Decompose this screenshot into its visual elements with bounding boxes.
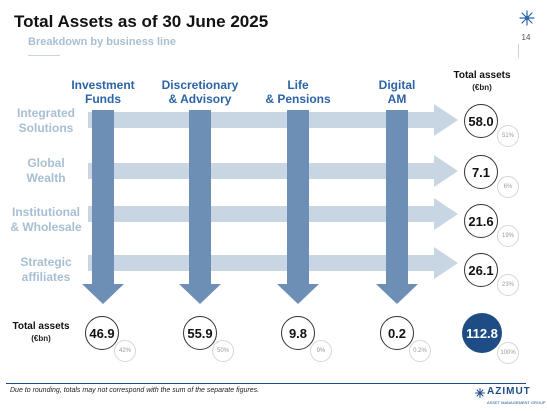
- row-label-strategic-affiliates: Strategic affiliates: [2, 255, 90, 285]
- row-share-global-wealth: 6%: [497, 176, 519, 198]
- compass-star-icon: [519, 10, 535, 26]
- row-share-institutional-wholesale: 19%: [497, 225, 519, 247]
- column-share-investment-funds: 42%: [114, 340, 136, 362]
- column-header-line: Investment: [71, 78, 135, 92]
- row-label-line: Institutional: [12, 205, 80, 219]
- column-total-digital-am: 0.2: [380, 316, 414, 350]
- column-arrow-life-pensions: [277, 110, 319, 304]
- column-header-life-pensions: Life & Pensions: [258, 78, 338, 106]
- row-arrow-strategic-affiliates: [88, 247, 458, 279]
- column-share-discretionary-advisory: 50%: [212, 340, 234, 362]
- row-arrow-institutional-wholesale: [88, 198, 458, 230]
- row-label-line: Strategic: [20, 255, 72, 269]
- column-share-life-pensions: 9%: [310, 340, 332, 362]
- row-total-integrated-solutions: 58.0: [464, 104, 498, 138]
- column-share-digital-am: 0.2%: [409, 340, 431, 362]
- subtitle-underline: [28, 55, 60, 56]
- page-subtitle: Breakdown by business line: [28, 36, 176, 48]
- column-total-life-pensions: 9.8: [281, 316, 315, 350]
- column-total-header-label: Total assets: [12, 321, 70, 332]
- row-label-line: & Wholesale: [10, 220, 82, 234]
- page-title: Total Assets as of 30 June 2025: [14, 12, 269, 31]
- column-total-header: Total assets (€bn): [6, 321, 76, 345]
- row-total-header-label: Total assets: [453, 70, 511, 81]
- logo-tagline: ASSET MANAGEMENT GROUP: [487, 400, 546, 405]
- column-total-header-unit: (€bn): [31, 334, 51, 343]
- row-label-integrated-solutions: Integrated Solutions: [2, 106, 90, 136]
- column-arrow-digital-am: [376, 110, 418, 304]
- column-arrow-investment-funds: [82, 110, 124, 304]
- row-label-global-wealth: Global Wealth: [2, 156, 90, 186]
- column-header-line: Funds: [85, 92, 121, 106]
- column-total-discretionary-advisory: 55.9: [183, 316, 217, 350]
- column-header-investment-funds: Investment Funds: [63, 78, 143, 106]
- page-number: 14: [521, 33, 531, 42]
- row-arrow-global-wealth: [88, 155, 458, 187]
- grand-total: 112.8: [462, 313, 502, 353]
- footer-divider: [6, 383, 526, 384]
- row-label-line: affiliates: [21, 270, 71, 284]
- logo-star-icon: [475, 388, 485, 398]
- row-total-global-wealth: 7.1: [464, 155, 498, 189]
- row-label-line: Integrated: [16, 106, 75, 120]
- row-share-integrated-solutions: 51%: [497, 125, 519, 147]
- row-total-institutional-wholesale: 21.6: [464, 204, 498, 238]
- column-header-line: & Pensions: [265, 92, 331, 106]
- column-header-digital-am: Digital AM: [367, 78, 427, 106]
- page-number-divider: [518, 44, 519, 58]
- row-share-strategic-affiliates: 23%: [497, 274, 519, 296]
- row-label-institutional-wholesale: Institutional & Wholesale: [2, 205, 90, 235]
- row-arrow-integrated-solutions: [88, 104, 458, 136]
- column-header-line: AM: [387, 92, 407, 106]
- row-label-line: Solutions: [18, 121, 74, 135]
- row-total-header-unit: (€bn): [472, 83, 492, 92]
- column-header-line: Discretionary: [161, 78, 239, 92]
- row-label-line: Wealth: [26, 171, 66, 185]
- column-header-discretionary-advisory: Discretionary & Advisory: [155, 78, 245, 106]
- row-total-strategic-affiliates: 26.1: [464, 253, 498, 287]
- column-total-investment-funds: 46.9: [85, 316, 119, 350]
- column-arrow-discretionary-advisory: [179, 110, 221, 304]
- grand-total-share: 100%: [497, 342, 519, 364]
- azimut-logo: AZIMUT ASSET MANAGEMENT GROUP: [475, 386, 546, 410]
- row-total-header: Total assets (€bn): [447, 70, 517, 94]
- column-header-line: Life: [287, 78, 309, 92]
- column-header-line: & Advisory: [168, 92, 232, 106]
- row-label-line: Global: [27, 156, 65, 170]
- footnote: Due to rounding, totals may not correspo…: [10, 387, 260, 394]
- column-header-line: Digital: [378, 78, 416, 92]
- logo-wordmark: AZIMUT: [487, 386, 531, 397]
